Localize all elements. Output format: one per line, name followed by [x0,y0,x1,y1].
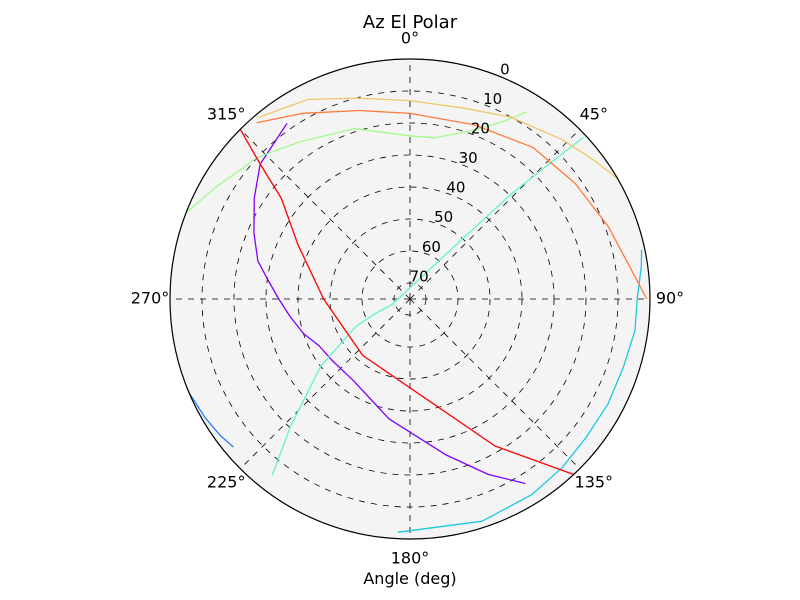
series-line-5 [185,111,528,214]
theta-tick-label-0: 0° [401,29,419,48]
series-line-6 [257,97,619,180]
x-axis-label: Angle (deg) [363,569,456,588]
r-gridline-10 [201,90,619,508]
theta-gridline-135 [409,298,580,469]
r-tick-label-30: 30 [459,149,478,167]
r-tick-label-70: 70 [410,267,429,285]
r-tick-label-20: 20 [471,120,490,138]
r-gridline-40 [297,186,523,412]
series-line-4 [271,136,584,476]
r-tick-label-60: 60 [422,238,441,256]
series-line-8 [239,128,574,476]
theta-gridline-45 [409,129,580,300]
r-gridline-50 [329,218,491,380]
polar-frame [169,58,651,540]
theta-gridline-225 [240,298,411,469]
r-tick-label-0: 0 [500,60,510,78]
r-tick-label-10: 10 [483,90,502,108]
theta-tick-label-270: 270° [131,289,170,308]
r-tick-label-40: 40 [446,179,465,197]
series-line-7 [256,109,648,300]
r-gridline-70 [393,282,427,316]
r-gridline-60 [361,250,459,348]
theta-tick-label-90: 90° [656,289,684,308]
theta-tick-label-135: 135° [575,472,614,491]
r-tick-label-50: 50 [434,208,453,226]
theta-tick-label-315: 315° [207,105,246,124]
chart-title: Az El Polar [363,12,458,33]
theta-tick-label-45: 45° [580,105,608,124]
series-line-1 [253,123,526,485]
r-gridline-30 [265,154,555,444]
r-gridline-20 [233,122,587,476]
series-line-3 [397,249,643,533]
theta-tick-label-180: 180° [391,549,430,568]
theta-gridline-315 [240,129,411,300]
theta-tick-label-225: 225° [207,472,246,491]
